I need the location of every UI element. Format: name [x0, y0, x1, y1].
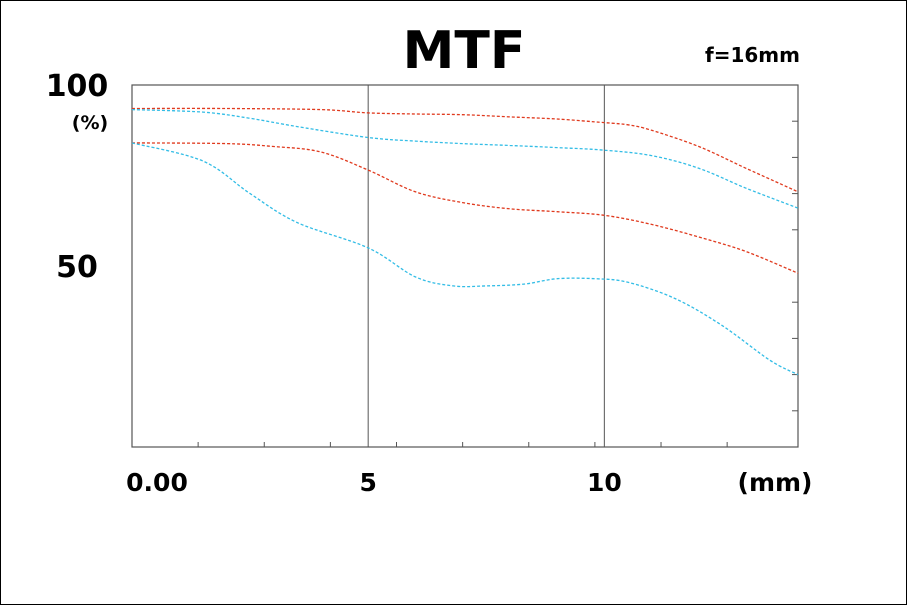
y-axis-unit: (%): [72, 112, 108, 134]
plot-area: [131, 84, 799, 448]
x-tick-label: 5: [359, 468, 376, 497]
x-tick-label: 10: [587, 468, 622, 497]
series-line-2: [131, 108, 799, 209]
y-tick-label: 100: [46, 69, 109, 104]
focal-length-label: f=16mm: [705, 43, 800, 67]
series-line-4: [131, 142, 799, 376]
series-line-1: [131, 107, 799, 193]
x-tick-label: 0.00: [126, 468, 188, 497]
y-tick-label: 50: [56, 250, 98, 285]
series-line-3: [131, 142, 799, 274]
x-axis-unit: (mm): [738, 468, 813, 497]
chart-title: MTF: [403, 21, 526, 81]
